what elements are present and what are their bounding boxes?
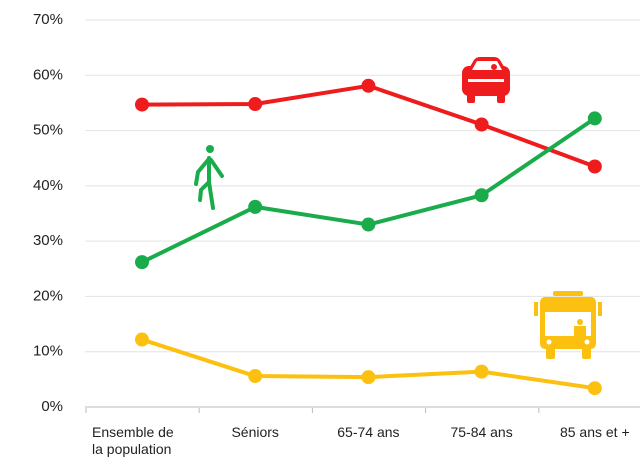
point [361, 78, 376, 93]
point [587, 111, 602, 126]
pedestrian-icon [194, 145, 224, 210]
y-tick-label: 0% [41, 398, 63, 415]
point [474, 188, 489, 203]
point [361, 370, 376, 385]
y-tick-label: 10% [33, 343, 63, 360]
point [135, 255, 149, 270]
y-tick-label: 20% [33, 287, 63, 304]
y-tick-label: 70% [33, 11, 63, 28]
x-tick-label: Séniors [231, 424, 279, 440]
point [135, 97, 149, 112]
bus-icon [534, 291, 602, 359]
y-tick-label: 50% [33, 122, 63, 139]
x-tick-label: 75-84 ans [450, 424, 513, 440]
point [587, 159, 602, 174]
point [474, 117, 489, 132]
x-tick-label: 85 ans et + [559, 424, 630, 440]
y-tick-label: 40% [33, 177, 63, 194]
x-tick-label: 65-74 ans [337, 424, 400, 440]
point [474, 364, 489, 379]
y-tick-label: 30% [33, 232, 63, 249]
series-line [141, 83, 596, 169]
point [361, 217, 376, 232]
point [135, 332, 149, 347]
point [248, 369, 263, 384]
x-tick-label: Ensemble de la population [92, 424, 174, 457]
y-tick-label: 60% [33, 66, 63, 83]
car-icon [462, 57, 510, 103]
point [587, 381, 602, 396]
point [248, 97, 263, 112]
point [248, 199, 263, 214]
